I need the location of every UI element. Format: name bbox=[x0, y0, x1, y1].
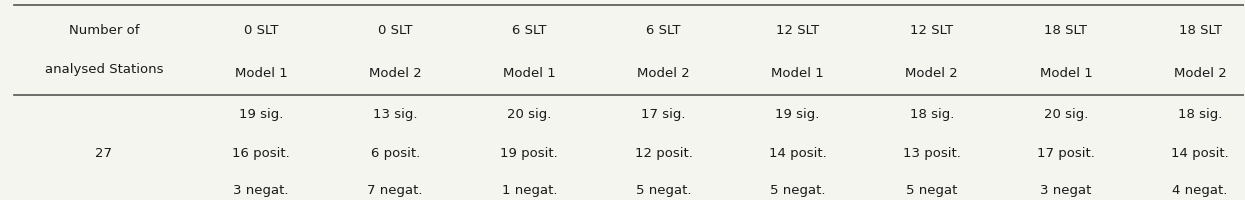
Text: 19 sig.: 19 sig. bbox=[776, 108, 820, 121]
Text: Model 1: Model 1 bbox=[772, 67, 824, 80]
Text: 3 negat.: 3 negat. bbox=[233, 184, 289, 197]
Text: 12 posit.: 12 posit. bbox=[635, 147, 692, 160]
Text: 27: 27 bbox=[96, 147, 112, 160]
Text: 18 SLT: 18 SLT bbox=[1179, 24, 1221, 37]
Text: 1 negat.: 1 negat. bbox=[502, 184, 557, 197]
Text: 5 negat.: 5 negat. bbox=[769, 184, 825, 197]
Text: Number of: Number of bbox=[68, 24, 139, 37]
Text: 14 posit.: 14 posit. bbox=[768, 147, 827, 160]
Text: 7 negat.: 7 negat. bbox=[367, 184, 423, 197]
Text: 12 SLT: 12 SLT bbox=[776, 24, 819, 37]
Text: 6 posit.: 6 posit. bbox=[371, 147, 420, 160]
Text: Model 2: Model 2 bbox=[637, 67, 690, 80]
Text: 18 SLT: 18 SLT bbox=[1045, 24, 1087, 37]
Text: 12 SLT: 12 SLT bbox=[910, 24, 954, 37]
Text: 16 posit.: 16 posit. bbox=[232, 147, 290, 160]
Text: Model 2: Model 2 bbox=[905, 67, 959, 80]
Text: 6 SLT: 6 SLT bbox=[646, 24, 681, 37]
Text: 18 sig.: 18 sig. bbox=[910, 108, 954, 121]
Text: 13 posit.: 13 posit. bbox=[903, 147, 961, 160]
Text: analysed Stations: analysed Stations bbox=[45, 63, 163, 76]
Text: 19 posit.: 19 posit. bbox=[500, 147, 558, 160]
Text: 5 negat: 5 negat bbox=[906, 184, 957, 197]
Text: Model 1: Model 1 bbox=[503, 67, 555, 80]
Text: 0 SLT: 0 SLT bbox=[244, 24, 279, 37]
Text: Model 2: Model 2 bbox=[1174, 67, 1226, 80]
Text: 17 sig.: 17 sig. bbox=[641, 108, 686, 121]
Text: Model 2: Model 2 bbox=[369, 67, 422, 80]
Text: 5 negat.: 5 negat. bbox=[636, 184, 691, 197]
Text: 4 negat.: 4 negat. bbox=[1173, 184, 1228, 197]
Text: Model 1: Model 1 bbox=[1040, 67, 1092, 80]
Text: 20 sig.: 20 sig. bbox=[507, 108, 552, 121]
Text: 0 SLT: 0 SLT bbox=[378, 24, 412, 37]
Text: 17 posit.: 17 posit. bbox=[1037, 147, 1094, 160]
Text: 18 sig.: 18 sig. bbox=[1178, 108, 1223, 121]
Text: 6 SLT: 6 SLT bbox=[512, 24, 547, 37]
Text: 19 sig.: 19 sig. bbox=[239, 108, 283, 121]
Text: 14 posit.: 14 posit. bbox=[1172, 147, 1229, 160]
Text: 13 sig.: 13 sig. bbox=[374, 108, 417, 121]
Text: Model 1: Model 1 bbox=[234, 67, 288, 80]
Text: 20 sig.: 20 sig. bbox=[1043, 108, 1088, 121]
Text: 3 negat: 3 negat bbox=[1041, 184, 1092, 197]
